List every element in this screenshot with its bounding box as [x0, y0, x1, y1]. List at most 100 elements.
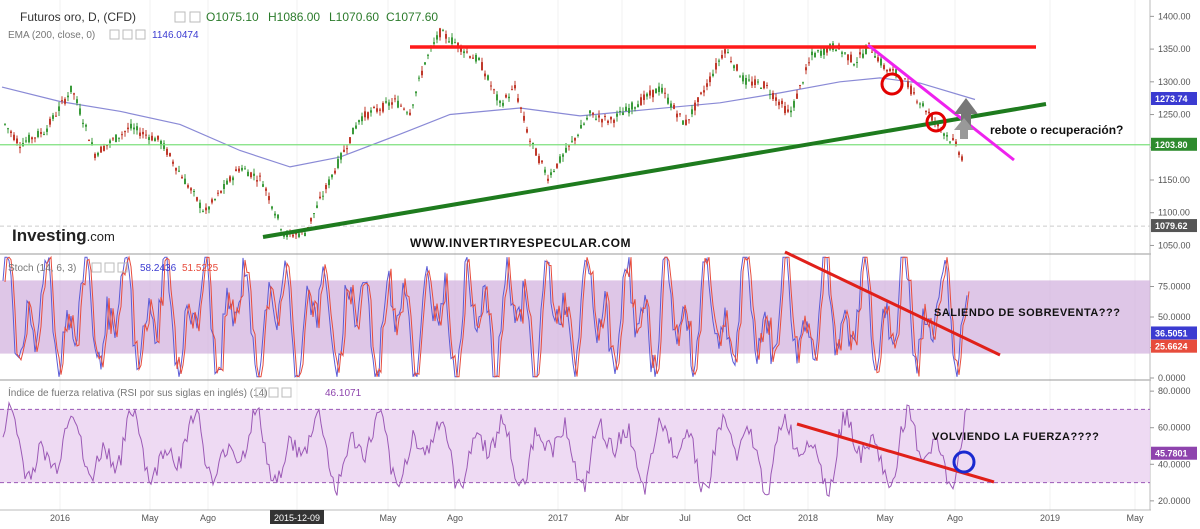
candle-body	[274, 213, 276, 216]
candle-body	[304, 232, 306, 236]
candle-body	[79, 108, 81, 115]
candle-body	[643, 94, 645, 101]
candle-body	[673, 104, 675, 109]
time-axis-label: Abr	[615, 513, 629, 523]
candle-body	[328, 179, 330, 186]
candle-body	[886, 69, 888, 72]
candle-body	[241, 167, 243, 171]
rsi-marker-circle	[952, 450, 976, 474]
candle-body	[463, 51, 465, 54]
candle-body	[745, 77, 747, 85]
candle-body	[955, 141, 957, 145]
legend-settings-icon[interactable]	[174, 11, 201, 23]
stochastic-panel[interactable]: SALIENDO DE SOBREVENTA??? Stoch (14, 6, …	[0, 250, 1150, 378]
candle-body	[283, 234, 285, 237]
candle-body	[769, 93, 771, 95]
candle-body	[793, 101, 795, 108]
stoch-settings-icon[interactable]	[91, 262, 128, 273]
rsi-settings-icon[interactable]	[255, 387, 292, 398]
candle-body	[622, 112, 624, 116]
candle-body	[211, 199, 213, 203]
candle-body	[613, 119, 615, 123]
candle-body	[73, 93, 75, 95]
candle-body	[298, 233, 300, 237]
ohlc-high: H1086.00	[268, 10, 320, 24]
candle-body	[415, 91, 417, 94]
candle-body	[949, 141, 951, 143]
time-axis-label: Jul	[679, 513, 691, 523]
rsi-panel[interactable]: VOLVIENDO LA FUERZA???? Índice de fuerza…	[0, 386, 1150, 498]
rsi-band	[0, 409, 1150, 483]
candle-body	[931, 114, 933, 121]
candle-body	[277, 214, 279, 219]
candle-body	[391, 102, 393, 105]
candle-body	[151, 135, 153, 141]
candle-body	[124, 131, 126, 133]
candle-body	[148, 137, 150, 141]
crosshair-date-tag	[270, 510, 324, 524]
candle-body	[589, 110, 591, 114]
candle-body	[655, 88, 657, 94]
candle-body	[904, 78, 906, 80]
candle-body	[427, 54, 429, 56]
candle-body	[49, 118, 51, 125]
candle-body	[646, 93, 648, 97]
ema-settings-icon[interactable]	[109, 29, 146, 40]
price-panel[interactable]: rebote o recuperación? WWW.INVERTIRYESPE…	[0, 27, 1150, 250]
candle-body	[907, 81, 909, 88]
rsi-title: Índice de fuerza relativa (RSI por sus s…	[8, 386, 268, 399]
chart-title: Futuros oro, D, (CFD)	[20, 10, 136, 24]
time-axis[interactable]: 2016 May Ago 2015-12-09 May Ago 2017 Abr Jul Oct 2…	[50, 510, 1144, 524]
candle-body	[67, 95, 69, 98]
candle-body	[469, 56, 471, 58]
time-axis-label: 2016	[50, 513, 70, 523]
axis-tick-label: 75.0000	[1158, 282, 1191, 292]
candle-body	[115, 134, 117, 142]
candle-body	[667, 97, 669, 104]
candle-body	[349, 137, 351, 144]
support-trendline	[262, 102, 1047, 239]
candle-body	[847, 54, 849, 61]
candle-body	[922, 103, 924, 107]
time-axis-label: May	[141, 513, 159, 523]
axis-tick-label: 20.0000	[1158, 496, 1191, 506]
candle-body	[511, 89, 513, 91]
time-axis-label: Ago	[947, 513, 963, 523]
candle-body	[703, 90, 705, 93]
candle-body	[370, 110, 372, 113]
candle-body	[625, 106, 627, 111]
candle-body	[916, 101, 918, 103]
price-axis[interactable]: 1400.001350.001300.001250.001200.001150.…	[1150, 0, 1200, 529]
price-legend[interactable]: Futuros oro, D, (CFD) O1075.10 H1086.00 …	[8, 10, 438, 41]
candle-body	[397, 100, 399, 108]
candle-body	[781, 100, 783, 105]
candle-body	[508, 96, 510, 99]
candle-body	[130, 123, 132, 129]
candle-body	[784, 105, 786, 114]
candle-body	[610, 116, 612, 120]
price-tag-label: 45.7801	[1155, 449, 1188, 459]
candle-body	[442, 30, 444, 32]
candle-body	[757, 81, 759, 83]
candle-body	[604, 116, 606, 118]
candle-body	[952, 138, 954, 140]
candle-body	[358, 120, 360, 123]
candle-body	[637, 104, 639, 108]
candle-body	[385, 101, 387, 103]
axis-tick-label: 1250.00	[1158, 110, 1191, 120]
candle-body	[628, 107, 630, 114]
candle-body	[652, 89, 654, 98]
candle-body	[424, 62, 426, 65]
candle-body	[235, 169, 237, 172]
candle-body	[799, 85, 801, 87]
candle-body	[346, 148, 348, 150]
candle-body	[811, 51, 813, 56]
candle-body	[880, 58, 882, 66]
candle-body	[331, 174, 333, 178]
candle-body	[712, 73, 714, 76]
candle-body	[805, 67, 807, 71]
candle-body	[787, 109, 789, 112]
candle-body	[853, 64, 855, 66]
candle-body	[16, 138, 18, 144]
